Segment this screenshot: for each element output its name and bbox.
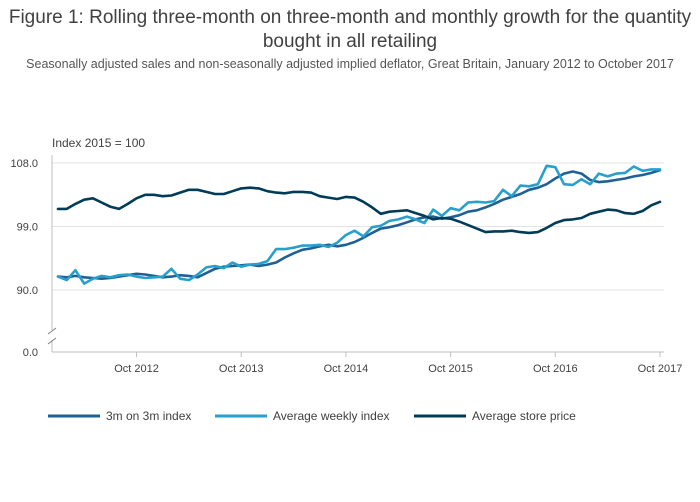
x-axis-ticks: Oct 2012 Oct 2013 Oct 2014 Oct 2015 Oct 2016…	[114, 352, 682, 375]
axis-break-mark	[47, 337, 57, 345]
legend-label: Average store price	[472, 409, 576, 423]
y-tick-label: 99.0	[17, 222, 38, 234]
x-tick-label: Oct 2015	[428, 363, 473, 375]
series-line	[56, 168, 662, 280]
series-line	[56, 164, 662, 285]
series-line	[56, 186, 662, 235]
y-axis-ticks: 108.0 99.0 90.0 0.0	[10, 158, 38, 359]
x-tick-label: Oct 2012	[114, 363, 159, 375]
legend-label: 3m on 3m index	[106, 409, 191, 423]
series-lines	[56, 164, 662, 285]
x-tick-label: Oct 2013	[219, 363, 264, 375]
y-tick-label: 108.0	[10, 158, 38, 170]
x-tick-label: Oct 2016	[533, 363, 578, 375]
legend: 3m on 3m index Average weekly index Averag…	[48, 409, 576, 423]
axis-break-mark	[47, 327, 57, 335]
chart-subtitle: Seasonally adjusted sales and non-season…	[26, 57, 674, 71]
y-axis-label: Index 2015 = 100	[52, 136, 145, 150]
y-tick-label: 0.0	[23, 347, 38, 359]
x-tick-label: Oct 2014	[324, 363, 369, 375]
x-tick-label: Oct 2017	[638, 363, 683, 375]
legend-label: Average weekly index	[273, 409, 390, 423]
gridlines	[47, 155, 664, 353]
y-tick-label: 90.0	[17, 285, 38, 297]
chart-title: Figure 1: Rolling three-month on three-m…	[8, 7, 692, 52]
